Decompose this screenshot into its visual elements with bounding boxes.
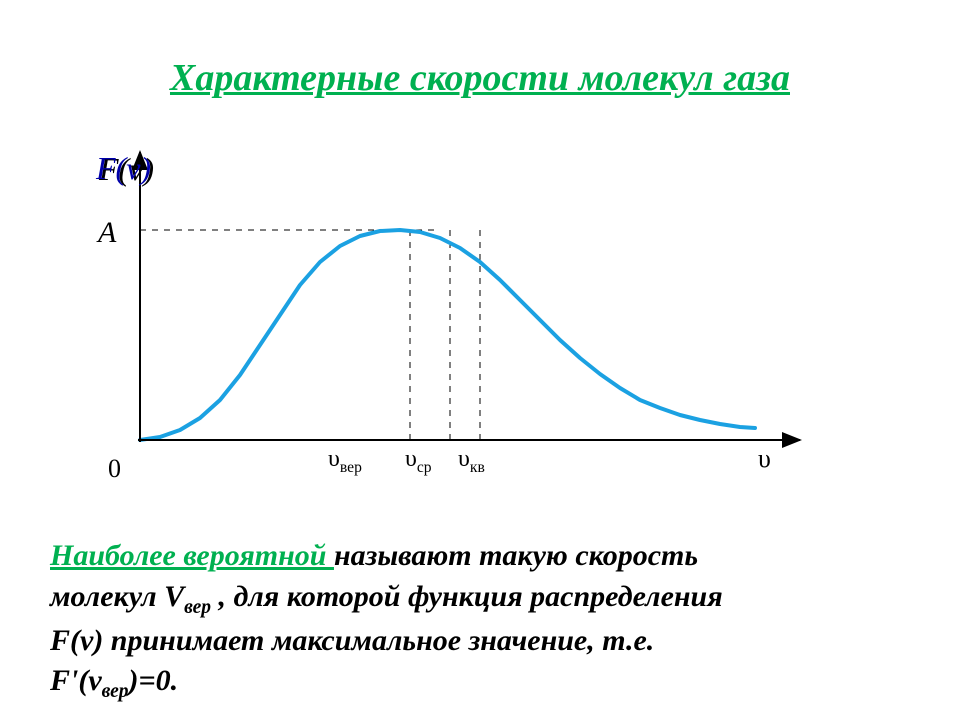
distribution-chart — [100, 150, 820, 470]
xtick-kv: υкв — [458, 446, 485, 477]
para-line4-sub: вер — [102, 681, 129, 702]
x-axis-end-label: υ — [758, 444, 771, 474]
chart-svg — [100, 150, 820, 470]
para-line4a: F'(v — [50, 664, 102, 697]
stage: Характерные скорости молекул газа F(v) F… — [0, 0, 960, 720]
para-line2a: молекул V — [50, 580, 184, 613]
para-line2-sub: вер — [184, 597, 211, 618]
xtick-ver: υвер — [328, 446, 362, 477]
para-line4b: )=0. — [129, 664, 179, 697]
para-line1-rest: называют такую скорость — [334, 539, 698, 572]
para-line2b: , для которой функция распределения — [211, 580, 723, 613]
para-line3: F(v) принимает максимальное значение, т.… — [50, 624, 654, 657]
page-title: Характерные скорости молекул газа — [0, 56, 960, 100]
y-axis-label: F(v) F(v) — [96, 150, 151, 187]
origin-label: 0 — [108, 454, 121, 484]
xtick-sr: υср — [405, 446, 432, 477]
most-probable-term: Наиболее вероятной — [50, 539, 334, 572]
peak-value-label: A — [98, 216, 116, 250]
definition-paragraph: Наиболее вероятной называют такую скорос… — [50, 536, 920, 706]
